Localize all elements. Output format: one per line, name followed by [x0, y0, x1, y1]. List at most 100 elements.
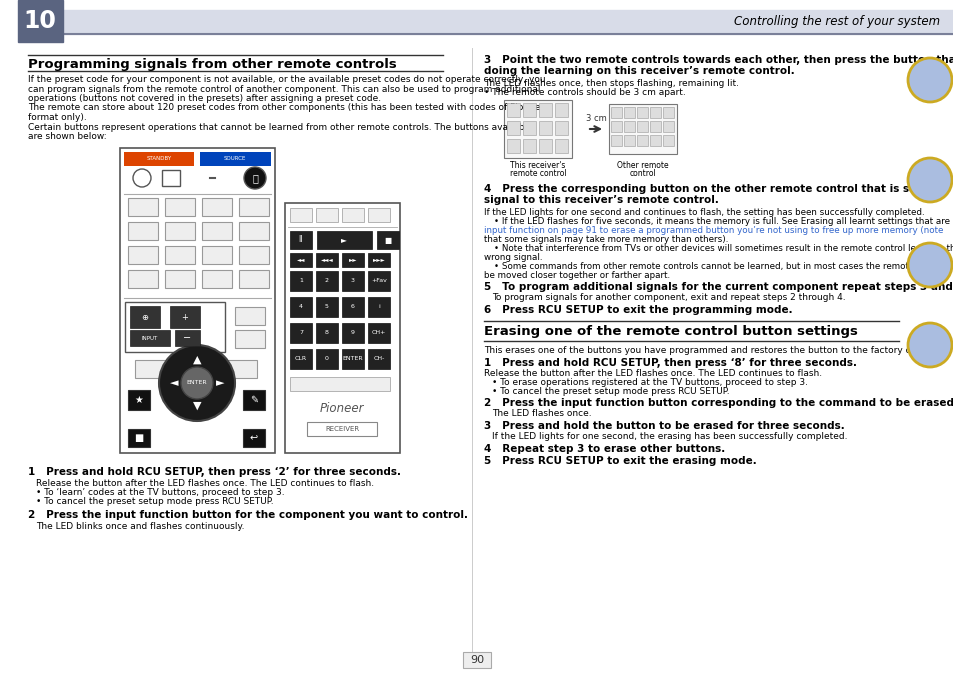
Bar: [315, 349, 337, 369]
Bar: [555, 103, 567, 117]
Bar: [243, 390, 265, 410]
Text: 1: 1: [298, 279, 303, 284]
Text: VOL: VOL: [178, 334, 192, 340]
Text: If the preset code for your component is not available, or the available preset : If the preset code for your component is…: [28, 75, 545, 84]
Bar: [223, 360, 256, 378]
Text: Other remote: Other remote: [617, 161, 668, 170]
Bar: [162, 170, 180, 186]
Bar: [128, 246, 158, 264]
Text: 3   Point the two remote controls towards each other, then press the button that: 3 Point the two remote controls towards …: [483, 55, 953, 65]
Text: 2   Press the input function button for the component you want to control.: 2 Press the input function button for th…: [28, 510, 468, 520]
Bar: [202, 246, 232, 264]
Text: Release the button after the LED flashes once. The LED continues to flash.: Release the button after the LED flashes…: [36, 479, 374, 488]
Bar: [506, 139, 519, 153]
Bar: [170, 306, 200, 328]
Bar: [63, 10, 953, 34]
Text: ■: ■: [384, 236, 392, 244]
Bar: [202, 222, 232, 240]
Bar: [341, 271, 364, 291]
Text: CH-: CH-: [373, 356, 384, 362]
Bar: [368, 323, 390, 343]
Text: ◄◄: ◄◄: [296, 257, 305, 263]
Bar: [125, 302, 225, 352]
Bar: [538, 103, 552, 117]
Bar: [128, 222, 158, 240]
Bar: [234, 307, 265, 325]
Text: ENTER: ENTER: [187, 381, 207, 385]
Text: The LED blinks once and flashes continuously.: The LED blinks once and flashes continuo…: [36, 522, 244, 531]
Bar: [128, 270, 158, 288]
Bar: [165, 246, 194, 264]
Bar: [608, 104, 677, 154]
Text: 5   To program additional signals for the current component repeat steps 3 and 4: 5 To program additional signals for the …: [483, 282, 953, 292]
Text: ◄: ◄: [170, 378, 178, 388]
Bar: [637, 107, 647, 118]
Text: that some signals may take more memory than others).: that some signals may take more memory t…: [483, 235, 727, 244]
Text: CLR: CLR: [294, 356, 307, 362]
Bar: [623, 107, 635, 118]
Bar: [341, 208, 364, 222]
Bar: [290, 377, 390, 391]
Bar: [239, 246, 269, 264]
Bar: [341, 253, 364, 267]
Text: control: control: [629, 169, 656, 178]
Bar: [174, 330, 200, 346]
Bar: [462, 652, 491, 668]
Text: format only).: format only).: [28, 113, 87, 122]
Bar: [239, 198, 269, 216]
Circle shape: [244, 167, 266, 189]
Circle shape: [907, 58, 951, 102]
Text: ▼: ▼: [193, 401, 201, 411]
Text: 3: 3: [351, 279, 355, 284]
Bar: [285, 203, 399, 453]
Bar: [623, 121, 635, 132]
Bar: [315, 297, 337, 317]
Bar: [290, 231, 312, 249]
Text: The remote can store about 120 preset codes from other components (this has been: The remote can store about 120 preset co…: [28, 103, 543, 113]
Text: • Some commands from other remote controls cannot be learned, but in most cases : • Some commands from other remote contro…: [494, 262, 953, 271]
Text: +Fav: +Fav: [371, 279, 387, 284]
Text: TV: TV: [140, 334, 150, 340]
Text: 1   Press and hold RCU SETUP, then press ‘2’ for three seconds.: 1 Press and hold RCU SETUP, then press ‘…: [28, 467, 400, 477]
Bar: [315, 323, 337, 343]
Text: ↩: ↩: [250, 433, 258, 443]
Text: • The remote controls should be 3 cm apart.: • The remote controls should be 3 cm apa…: [483, 88, 685, 97]
Bar: [239, 270, 269, 288]
Text: ENTER: ENTER: [342, 356, 363, 362]
Text: 4: 4: [298, 304, 303, 310]
Bar: [135, 360, 169, 378]
Bar: [18, 0, 63, 42]
Text: 6: 6: [351, 304, 355, 310]
Text: wrong signal.: wrong signal.: [483, 253, 542, 262]
Bar: [290, 297, 312, 317]
Bar: [307, 422, 376, 436]
Bar: [506, 103, 519, 117]
Text: Pioneer: Pioneer: [319, 402, 364, 415]
Text: ►: ►: [215, 378, 224, 388]
Text: 4   Repeat step 3 to erase other buttons.: 4 Repeat step 3 to erase other buttons.: [483, 444, 724, 454]
Text: 5   Press RCU SETUP to exit the erasing mode.: 5 Press RCU SETUP to exit the erasing mo…: [483, 456, 756, 466]
Text: This erases one of the buttons you have programmed and restores the button to th: This erases one of the buttons you have …: [483, 346, 940, 355]
Bar: [165, 198, 194, 216]
Bar: [290, 208, 312, 222]
Bar: [290, 349, 312, 369]
Text: Release the button after the LED flashes once. The LED continues to flash.: Release the button after the LED flashes…: [483, 369, 821, 378]
Text: ►: ►: [341, 236, 347, 244]
Bar: [243, 429, 265, 447]
Bar: [522, 121, 536, 135]
Text: ►►: ►►: [349, 257, 356, 263]
Text: INPUT: INPUT: [142, 335, 158, 340]
Bar: [202, 270, 232, 288]
Text: operations (buttons not covered in the presets) after assigning a preset code.: operations (buttons not covered in the p…: [28, 94, 381, 103]
Circle shape: [907, 158, 951, 202]
Bar: [368, 208, 390, 222]
Text: Controlling the rest of your system: Controlling the rest of your system: [733, 16, 939, 28]
Bar: [130, 306, 160, 328]
Circle shape: [181, 367, 213, 399]
Bar: [234, 330, 265, 348]
Text: input function on page 91 to erase a programmed button you’re not using to free : input function on page 91 to erase a pro…: [483, 226, 943, 235]
Text: The LED flashes once.: The LED flashes once.: [492, 409, 591, 418]
Text: ■: ■: [134, 433, 144, 443]
Bar: [368, 253, 390, 267]
Text: If the LED lights for one second, the erasing has been successfully completed.: If the LED lights for one second, the er…: [492, 432, 846, 441]
